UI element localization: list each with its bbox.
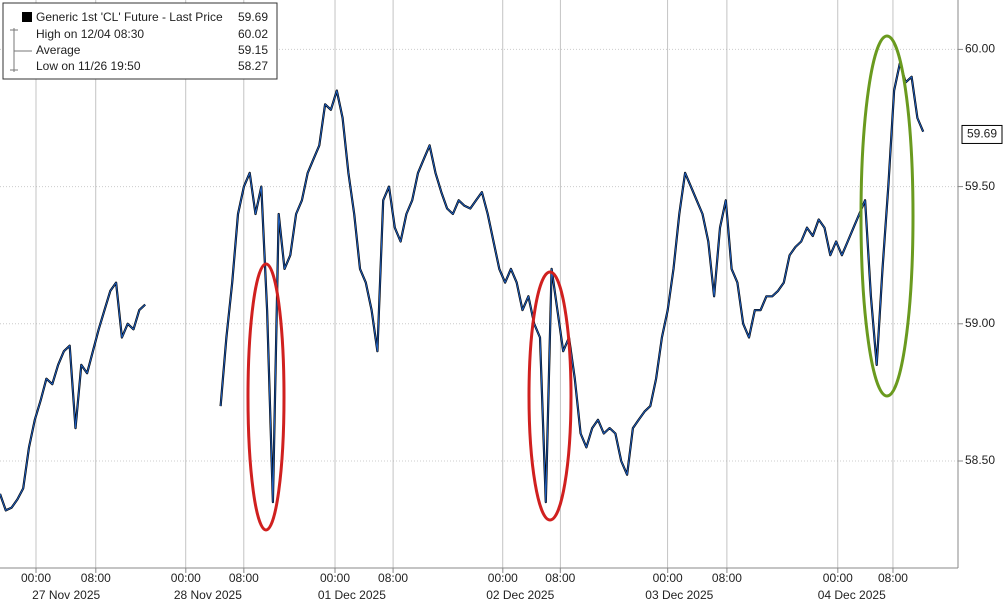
legend-value: 58.27 (238, 59, 268, 73)
y-tick-label: 59.50 (965, 179, 995, 193)
last-price-label: 59.69 (967, 127, 997, 141)
x-tick-label: 08:00 (81, 571, 111, 585)
x-tick-label: 00:00 (488, 571, 518, 585)
x-day-label: 04 Dec 2025 (818, 588, 886, 602)
legend-value: 60.02 (238, 27, 268, 41)
x-tick-label: 08:00 (712, 571, 742, 585)
legend-label: High on 12/04 08:30 (36, 27, 144, 41)
x-tick-label: 08:00 (229, 571, 259, 585)
legend-label: Low on 11/26 19:50 (36, 59, 141, 73)
legend-label: Generic 1st 'CL' Future - Last Price (36, 10, 223, 24)
y-tick-label: 60.00 (965, 42, 995, 56)
legend-icons (10, 28, 32, 72)
x-tick-label: 00:00 (823, 571, 853, 585)
legend-box (2, 2, 278, 80)
price-line (0, 62, 924, 511)
x-tick-label: 08:00 (878, 571, 908, 585)
x-tick-label: 00:00 (653, 571, 683, 585)
legend-value: 59.69 (238, 10, 268, 24)
last-price-tag (961, 124, 1003, 144)
x-tick-label: 00:00 (320, 571, 350, 585)
y-tick-label: 58.50 (965, 453, 995, 467)
legend-label: Average (36, 43, 81, 57)
y-tick-label: 59.00 (965, 316, 995, 330)
highlight-ellipse (527, 270, 573, 522)
x-tick-label: 08:00 (545, 571, 575, 585)
x-day-label: 28 Nov 2025 (174, 588, 242, 602)
highlight-ellipse (859, 34, 915, 398)
legend: Generic 1st 'CL' Future - Last Price 59.… (2, 2, 278, 80)
x-day-label: 03 Dec 2025 (645, 588, 713, 602)
x-tick-label: 08:00 (378, 571, 408, 585)
x-day-label: 01 Dec 2025 (318, 588, 386, 602)
x-tick-label: 00:00 (171, 571, 201, 585)
x-tick-label: 00:00 (21, 571, 51, 585)
plot (0, 62, 925, 512)
x-day-label: 02 Dec 2025 (486, 588, 554, 602)
x-day-label: 27 Nov 2025 (32, 588, 100, 602)
legend-swatch (22, 12, 32, 22)
highlight-ellipse (246, 262, 286, 532)
legend-value: 59.15 (238, 43, 268, 57)
